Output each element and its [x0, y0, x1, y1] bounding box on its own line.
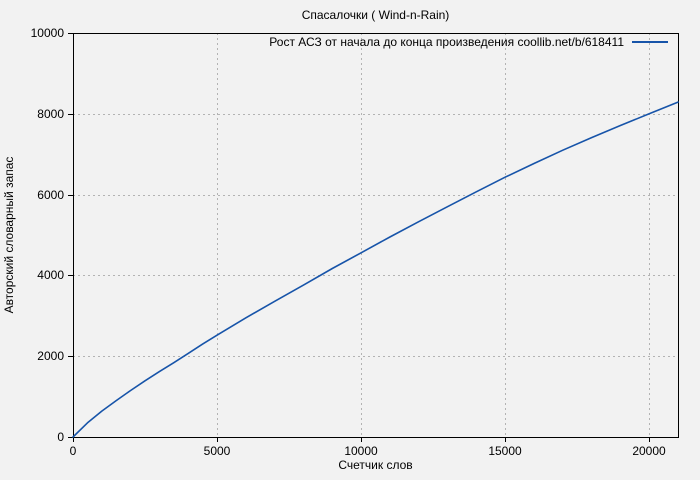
x-tick-label: 15000	[488, 444, 522, 458]
legend-line-sample	[632, 40, 668, 43]
x-tick-label: 0	[69, 444, 77, 458]
y-tick-label: 8000	[37, 107, 64, 121]
y-tick-label: 2000	[37, 349, 64, 363]
y-tick-label: 0	[57, 430, 64, 444]
legend: Рост АСЗ от начала до конца произведения…	[269, 34, 668, 49]
x-tick-label: 20000	[632, 444, 666, 458]
y-tick-label: 10000	[30, 26, 64, 40]
chart-title: Спасалочки ( Wind-n-Rain)	[301, 8, 450, 22]
x-axis-title: Счетчик слов	[338, 458, 413, 472]
x-tick-label: 10000	[344, 444, 378, 458]
series-line	[72, 101, 679, 438]
plot-frame	[73, 33, 679, 438]
legend-label: Рост АСЗ от начала до конца произведения…	[269, 34, 624, 49]
x-tick-label: 5000	[203, 444, 231, 458]
y-tick-label: 4000	[37, 268, 64, 282]
y-tick-label: 6000	[37, 188, 64, 202]
